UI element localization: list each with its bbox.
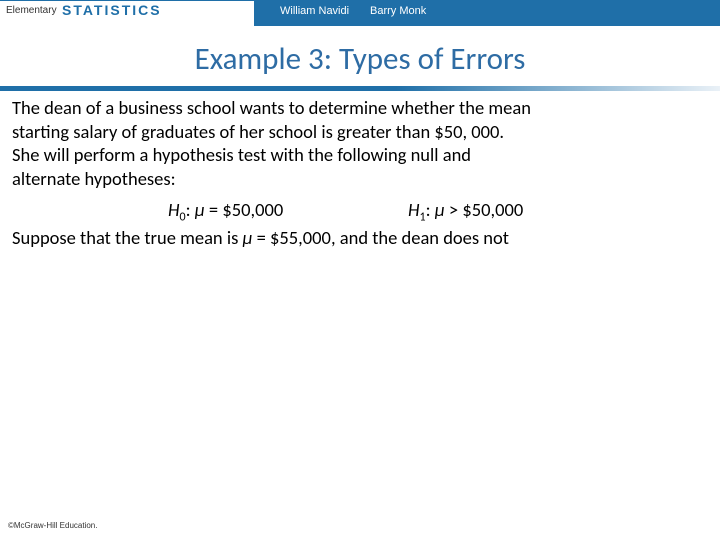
slide: Elementary STATISTICS William Navidi Bar… [0,0,720,540]
body-paragraph-1: The dean of a business school wants to d… [12,96,708,191]
title-underline [0,86,720,91]
header-elementary: Elementary [6,5,57,16]
h1-symbol: H [408,198,420,221]
null-hypothesis: H0: µ = $50,000 [168,198,283,225]
h1-value: $50,000 [462,198,523,221]
body-paragraph-2: Suppose that the true mean is µ = $55,00… [12,226,708,250]
h0-value: $50,000 [222,198,283,221]
body-line-4: alternate hypotheses: [12,167,708,191]
h0-rel: = [205,198,223,221]
h1-mu: µ [435,198,445,221]
header-author-2: Barry Monk [370,5,426,17]
h0-mu: µ [195,198,205,221]
body2-prefix: Suppose that the true mean is [12,226,243,249]
header-author-1: William Navidi [280,5,349,17]
body-line-1: The dean of a business school wants to d… [12,96,708,120]
h0-colon: : [186,198,195,221]
alt-hypothesis: H1: µ > $50,000 [408,198,523,225]
h1-rel: > [445,198,463,221]
header-book-label: Elementary STATISTICS [0,0,260,26]
body2-mu: µ [243,226,253,249]
footer-copyright: ©McGraw-Hill Education. [8,521,97,530]
header-bar: Elementary STATISTICS William Navidi Bar… [0,0,720,26]
body-line-2: starting salary of graduates of her scho… [12,120,708,144]
body2-eq: = $55,000 [252,226,330,249]
h1-colon: : [426,198,435,221]
header-statistics: STATISTICS [62,2,162,18]
slide-title: Example 3: Types of Errors [0,40,720,78]
body-line-3: She will perform a hypothesis test with … [12,143,708,167]
h0-symbol: H [168,198,180,221]
body2-suffix: , and the dean does not [331,226,509,249]
